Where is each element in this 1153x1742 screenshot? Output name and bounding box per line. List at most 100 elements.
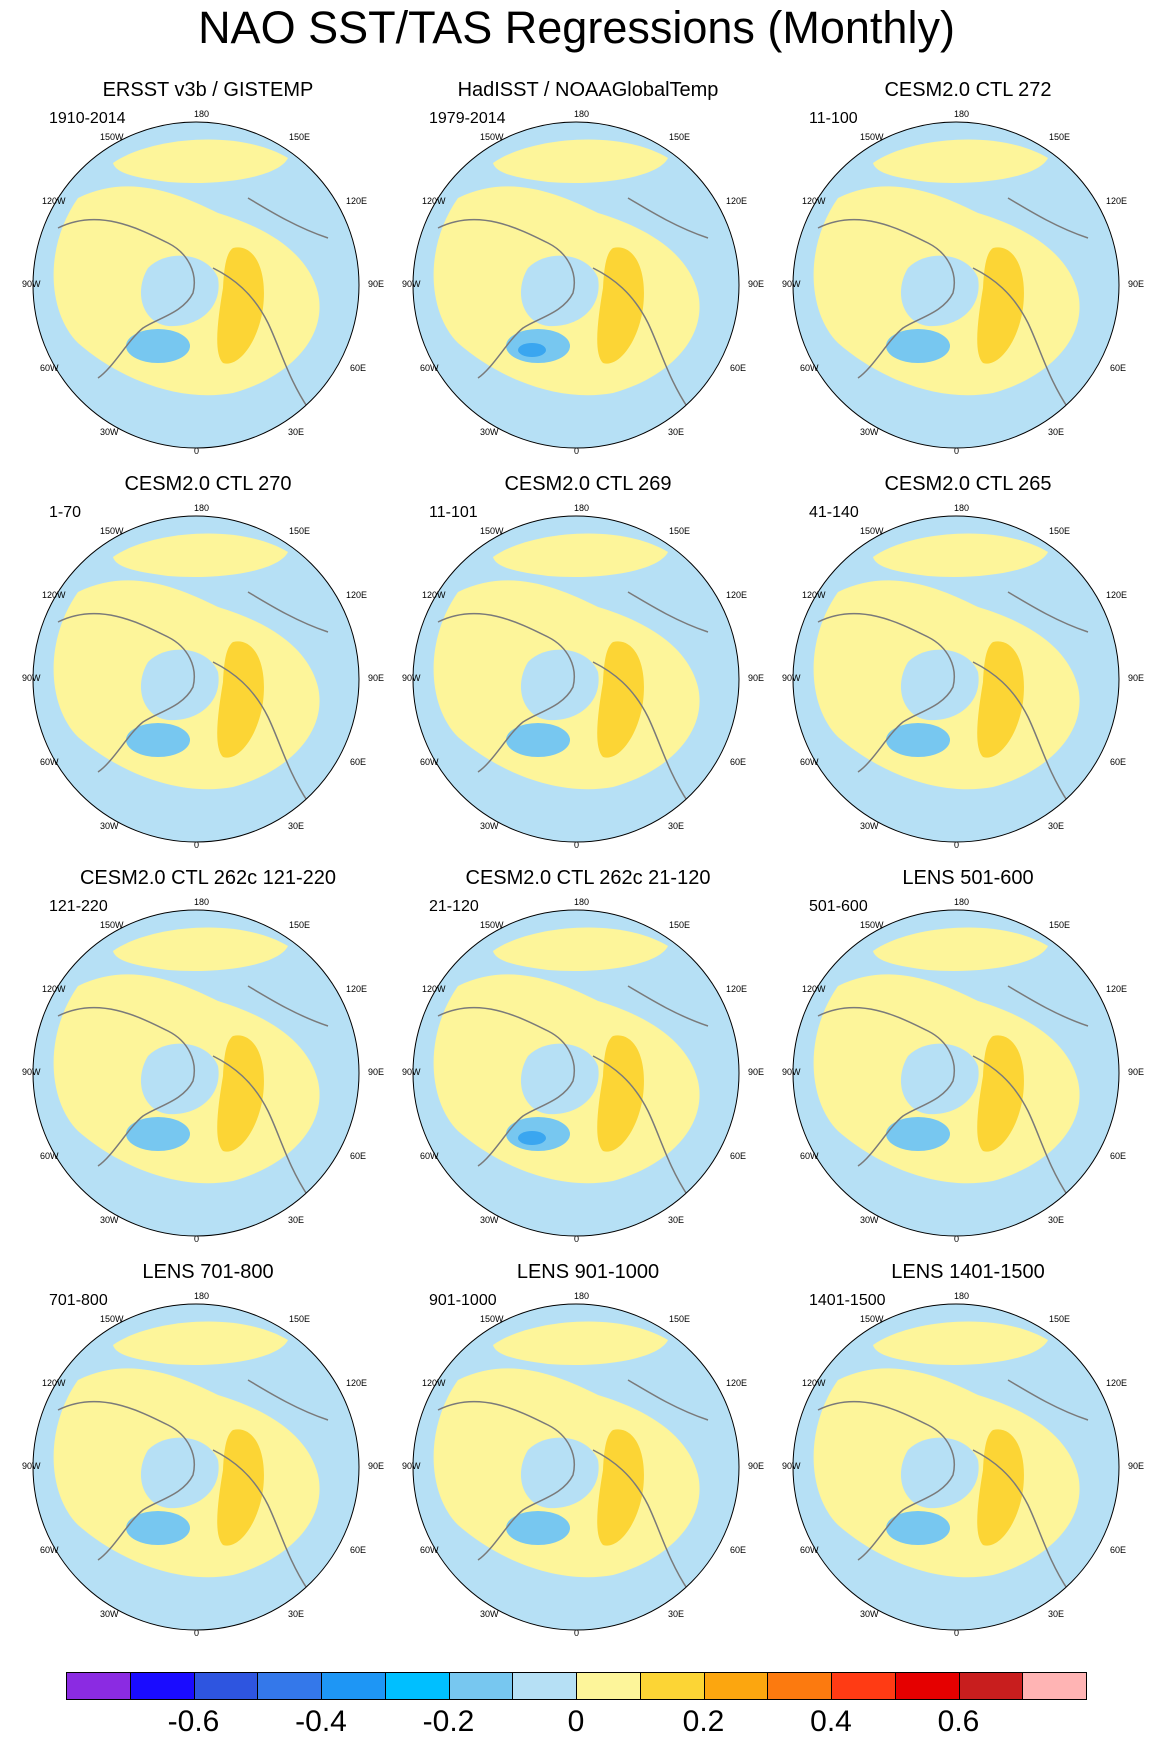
longitude-label: 30W [100, 427, 119, 437]
panel-period: 21-120 [429, 898, 479, 915]
longitude-label: 90W [782, 1067, 801, 1077]
longitude-label: 0 [194, 1628, 199, 1638]
longitude-label: 120W [422, 984, 446, 994]
longitude-label: 120E [726, 984, 747, 994]
longitude-label: 90E [748, 673, 764, 683]
colorbar-swatch [1022, 1672, 1087, 1700]
longitude-label: 60E [350, 363, 366, 373]
longitude-label: 90E [368, 1461, 384, 1471]
positive-anomaly-zone [493, 927, 668, 971]
negative-anomaly-zone [900, 255, 979, 327]
longitude-label: 150E [1049, 526, 1070, 536]
longitude-label: 150W [860, 920, 884, 930]
longitude-label: 60E [1110, 1151, 1126, 1161]
longitude-label: 180 [954, 109, 969, 119]
longitude-label: 150E [669, 1314, 690, 1324]
panel-title: HadISST / NOAAGlobalTemp [457, 79, 719, 101]
map-panel: CESM2.0 CTL 262c 21-120 180 0 150W 150E 120W 1… [398, 866, 778, 1256]
map-panel: LENS 901-1000 180 0 150W 150E 120W 120E 90W 90E 6… [398, 1260, 778, 1650]
longitude-label: 150E [669, 132, 690, 142]
longitude-label: 120W [42, 196, 66, 206]
longitude-label: 150W [860, 1314, 884, 1324]
longitude-label: 60E [730, 1545, 746, 1555]
colorbar-swatch [767, 1672, 832, 1700]
negative-anomaly-core [886, 1511, 950, 1545]
coastline [212, 267, 309, 409]
longitude-label: 120E [346, 196, 367, 206]
longitude-label: 120W [422, 196, 446, 206]
colorbar-label: 0 [567, 1705, 585, 1738]
negative-anomaly-zone [140, 1043, 219, 1115]
panel-period: 121-220 [49, 898, 108, 915]
map-boundary [792, 909, 1120, 1237]
longitude-label: 180 [194, 109, 209, 119]
coastline [57, 218, 195, 379]
negative-anomaly-core [126, 329, 190, 363]
positive-anomaly-core [977, 1429, 1024, 1546]
positive-anomaly-zone [113, 927, 288, 971]
polar-map: 180 0 150W 150E 120W 120E 90W 90E 60W 60E 30W 30E [782, 1291, 1144, 1638]
panel-title: CESM2.0 CTL 272 [884, 79, 1052, 101]
longitude-label: 120E [346, 1378, 367, 1388]
colorbar-label: -0.4 [295, 1705, 347, 1738]
polar-map: 180 0 150W 150E 120W 120E 90W 90E 60W 60E 30W 30E [402, 109, 764, 456]
longitude-label: 30E [288, 1609, 304, 1619]
longitude-label: 60W [800, 1545, 819, 1555]
negative-anomaly-core [886, 723, 950, 757]
longitude-label: 180 [954, 503, 969, 513]
map-panel: CESM2.0 CTL 270 180 0 150W 150E 120W 120E 90W 90… [18, 472, 398, 862]
coastline [247, 985, 329, 1027]
longitude-label: 90W [782, 1461, 801, 1471]
negative-anomaly-zone [520, 649, 599, 721]
colorbar-swatch [384, 1672, 450, 1700]
colorbar-swatch [193, 1672, 259, 1700]
longitude-label: 90E [368, 673, 384, 683]
positive-anomaly-core [977, 247, 1024, 364]
longitude-label: 120W [42, 1378, 66, 1388]
longitude-label: 150E [1049, 132, 1070, 142]
colorbar-swatch [703, 1672, 769, 1700]
longitude-label: 60E [350, 757, 366, 767]
longitude-label: 120W [802, 590, 826, 600]
longitude-label: 150E [289, 1314, 310, 1324]
longitude-label: 120E [346, 984, 367, 994]
longitude-label: 0 [954, 1234, 959, 1244]
coastline [437, 218, 575, 379]
coastline [437, 1006, 575, 1167]
longitude-label: 30W [100, 1215, 119, 1225]
longitude-label: 60E [1110, 757, 1126, 767]
positive-anomaly-zone [873, 927, 1048, 971]
map-panel: HadISST / NOAAGlobalTemp 180 0 150W 150E 120W… [398, 78, 778, 468]
coastline [817, 218, 955, 379]
colorbar-label: 0.6 [937, 1705, 980, 1738]
panel-period: 1-70 [49, 504, 82, 521]
panel-period: 701-800 [49, 1292, 108, 1309]
longitude-label: 90E [748, 1067, 764, 1077]
map-panel: LENS 1401-1500 180 0 150W 150E 120W 120E 90W 90E… [778, 1260, 1153, 1650]
polar-map: 180 0 150W 150E 120W 120E 90W 90E 60W 60E 30W 30E [22, 1291, 384, 1638]
negative-anomaly-zone [140, 255, 219, 327]
map-boundary [412, 515, 740, 843]
longitude-label: 90E [748, 1461, 764, 1471]
coastline [627, 1379, 709, 1421]
coastline [437, 1400, 575, 1561]
longitude-label: 120E [1106, 196, 1127, 206]
longitude-label: 90E [1128, 279, 1144, 289]
longitude-label: 30E [668, 821, 684, 831]
map-boundary [32, 909, 360, 1237]
panel-period: 1910-2014 [49, 110, 126, 127]
coastline [212, 661, 309, 803]
longitude-label: 120E [726, 196, 747, 206]
longitude-label: 90E [1128, 1067, 1144, 1077]
longitude-label: 120W [802, 196, 826, 206]
coastline [247, 197, 329, 239]
longitude-label: 120E [726, 1378, 747, 1388]
map-panel: CESM2.0 CTL 265 180 0 150W 150E 120W 120E 90W 90… [778, 472, 1153, 862]
positive-anomaly-core [597, 1035, 644, 1152]
longitude-label: 180 [574, 109, 589, 119]
colorbar-swatch [257, 1672, 322, 1700]
colorbar-swatch [958, 1672, 1024, 1700]
colorbar-swatch [129, 1672, 195, 1700]
longitude-label: 30E [288, 427, 304, 437]
negative-anomaly-zone [520, 255, 599, 327]
